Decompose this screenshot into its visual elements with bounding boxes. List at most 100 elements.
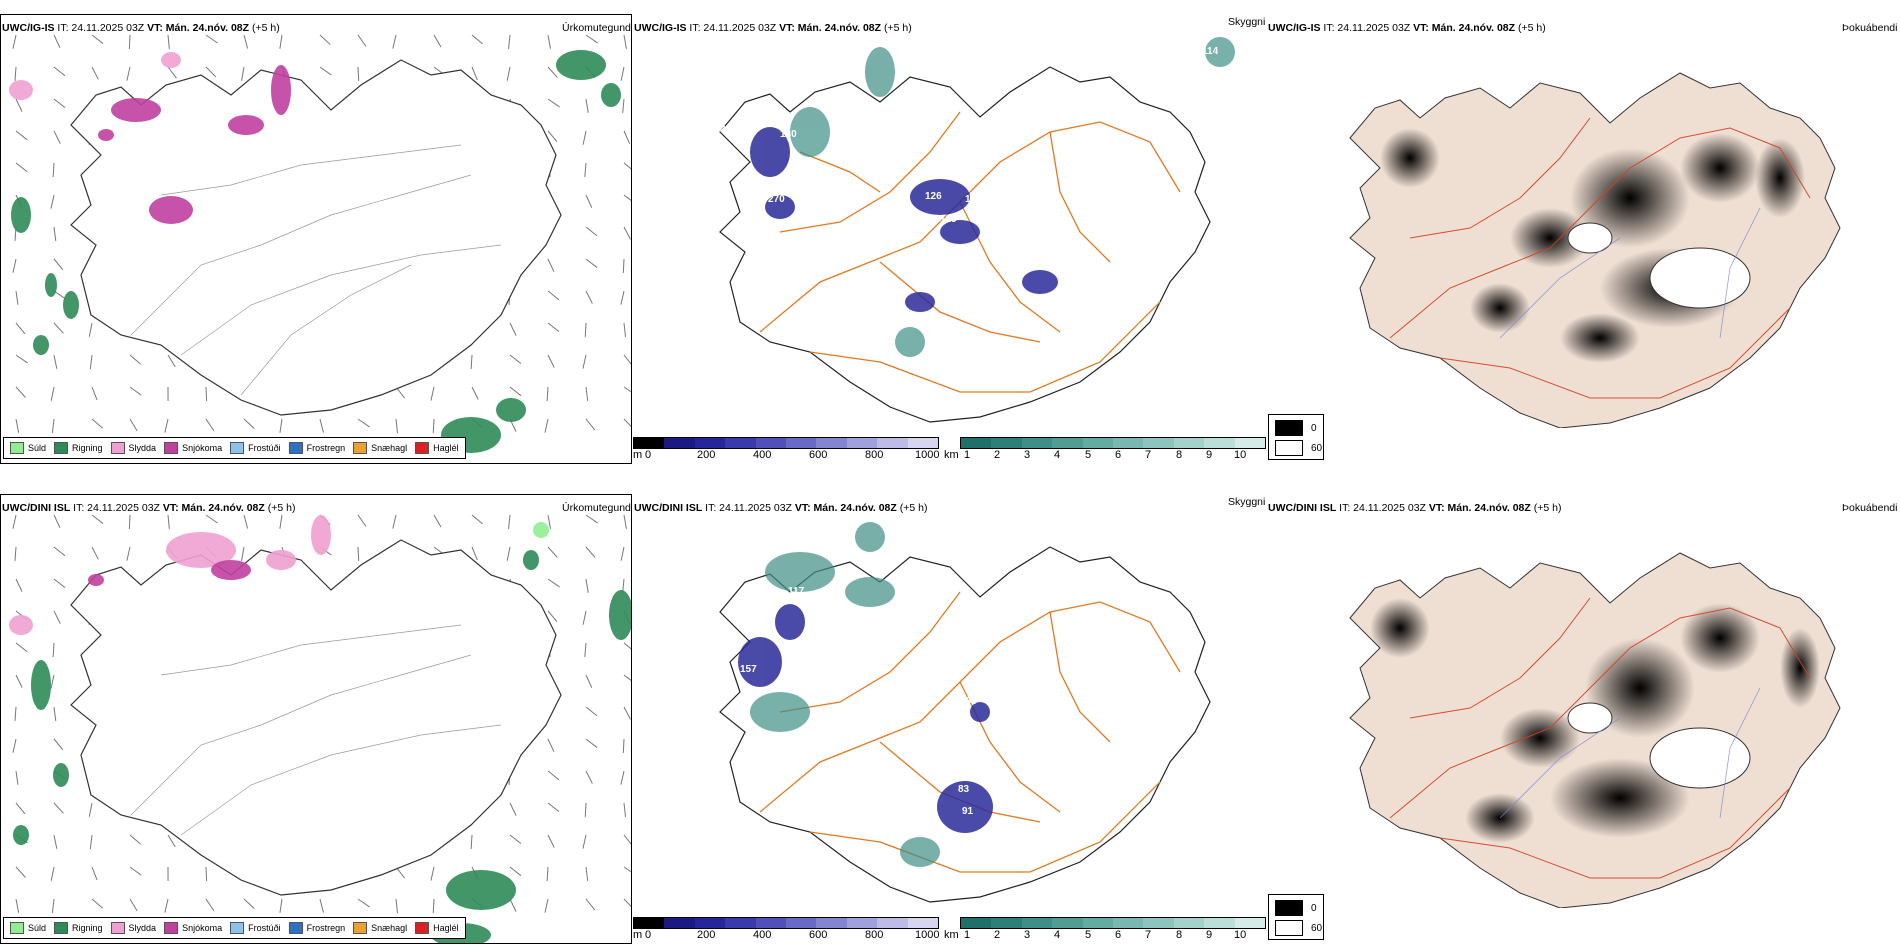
- wind-barb: [623, 802, 627, 817]
- wind-barb: [395, 418, 399, 433]
- init-time: IT: 24.11.2025 03Z: [1339, 502, 1426, 514]
- wind-barb: [509, 866, 522, 877]
- ceiling-label: 146: [775, 677, 792, 688]
- legend-label: Slydda: [128, 443, 157, 453]
- valid-time: VT: Mán. 24.nóv. 08Z: [1428, 502, 1531, 514]
- fog-legend-item: 60: [1275, 920, 1322, 936]
- model-name: UWC/IG-IS: [634, 22, 687, 34]
- fog-swatch: [1275, 440, 1303, 456]
- legend-swatch: [230, 442, 245, 454]
- precip-type-map-1: Súld Rigning Slydda Snjókoma Frostúði Fr…: [0, 14, 632, 464]
- iceland-outline: [719, 546, 1211, 903]
- wind-barb: [126, 546, 131, 561]
- wind-barb: [205, 514, 218, 524]
- wind-barb: [509, 834, 522, 845]
- wind-barb: [509, 354, 522, 365]
- wind-barb: [547, 66, 558, 78]
- wind-barb: [357, 66, 360, 82]
- wind-barb: [53, 578, 66, 588]
- wind-barb: [243, 898, 255, 909]
- wind-barb: [51, 898, 55, 913]
- visibility-tick: 9: [1206, 929, 1213, 941]
- legend-item: Snjókoma: [164, 922, 222, 934]
- visibility-colorbar: [960, 917, 1266, 929]
- visibility-tick: 8: [1176, 449, 1183, 461]
- ceiling-label: 114: [1202, 46, 1219, 57]
- wind-barb: [357, 898, 370, 908]
- wind-barb: [129, 418, 138, 432]
- wind-barb: [547, 802, 560, 813]
- wind-barb: [129, 354, 141, 365]
- river-network: [1499, 687, 1761, 819]
- wind-barb: [585, 34, 598, 44]
- wind-barb: [279, 514, 283, 529]
- wind-barb: [509, 386, 522, 397]
- ceiling-tick: 600: [809, 449, 828, 461]
- wind-barb: [53, 130, 61, 144]
- legend-label: Súld: [28, 923, 47, 933]
- init-time: IT: 24.11.2025 03Z: [73, 502, 160, 514]
- glacier: [1567, 222, 1613, 254]
- glacier: [1649, 727, 1751, 789]
- visibility-tick: 5: [1085, 929, 1092, 941]
- wind-barb: [53, 98, 66, 108]
- wind-barb: [12, 34, 17, 49]
- wind-barb: [471, 66, 478, 81]
- wind-barb: [623, 706, 631, 720]
- snow-areas: [98, 65, 291, 224]
- wind-barb: [395, 898, 399, 913]
- ceiling-tick: 1000: [915, 449, 940, 461]
- wind-barb: [392, 514, 397, 529]
- wind-barb: [623, 418, 631, 428]
- wind-barb: [585, 738, 598, 748]
- wind-barb: [14, 706, 17, 722]
- legend-swatch: [10, 922, 24, 934]
- wind-barb: [585, 578, 589, 593]
- wind-barb: [53, 258, 64, 271]
- fog-legend-item: 60: [1275, 440, 1322, 456]
- wind-barb: [15, 98, 23, 112]
- wind-barb: [620, 290, 625, 305]
- lead-time: (+5 h): [1517, 22, 1546, 34]
- wind-barb: [91, 418, 103, 429]
- init-time: IT: 24.11.2025 03Z: [1323, 22, 1411, 34]
- legend-item: Súld: [10, 442, 46, 454]
- visibility-tick: 10: [1234, 449, 1247, 461]
- fog-swatch: [1275, 900, 1303, 916]
- ceiling-map-svg-2: 117 157 146 83 91 112 133: [719, 522, 1211, 903]
- wind-barb: [279, 34, 283, 49]
- wind-barb: [164, 418, 169, 433]
- wind-barb: [547, 610, 558, 623]
- legend-swatch: [10, 442, 24, 454]
- visibility-tick: 4: [1054, 449, 1061, 461]
- wind-barb: [622, 98, 625, 113]
- ceiling-label: 133: [960, 696, 977, 707]
- wind-barb: [547, 322, 560, 333]
- legend-item: Frostregn: [288, 442, 345, 454]
- ceiling-label: 157: [740, 664, 757, 675]
- wind-barb: [53, 34, 61, 48]
- legend-swatch: [110, 922, 125, 934]
- ceiling-visibility-map-1: 114 117 200 130 270 126 108 129 123 61 1…: [660, 32, 1260, 432]
- ceiling-label: 112: [740, 609, 757, 620]
- wind-barb: [53, 546, 66, 557]
- legend-item: Rigning: [54, 922, 103, 934]
- wind-barb: [470, 354, 473, 370]
- precip-type-label: Úrkomutegund: [562, 502, 631, 514]
- wind-barb: [15, 770, 19, 785]
- ceiling-label: 83: [958, 784, 970, 795]
- wind-barb: [585, 386, 589, 401]
- wind-barb: [51, 418, 55, 433]
- lead-time: (+5 h): [883, 22, 912, 34]
- ceiling-tick: 400: [753, 929, 772, 941]
- lead-time: (+5 h): [251, 22, 280, 34]
- wind-barb: [53, 226, 57, 241]
- wind-barb: [357, 34, 367, 47]
- wind-barb: [620, 66, 625, 81]
- legend-label: Slydda: [128, 923, 157, 933]
- valid-time: VT: Mán. 24.nóv. 08Z: [779, 22, 882, 34]
- lead-time: (+5 h): [267, 502, 296, 514]
- wind-barb: [547, 514, 551, 529]
- wind-barb: [89, 834, 93, 849]
- wind-barb: [585, 674, 593, 688]
